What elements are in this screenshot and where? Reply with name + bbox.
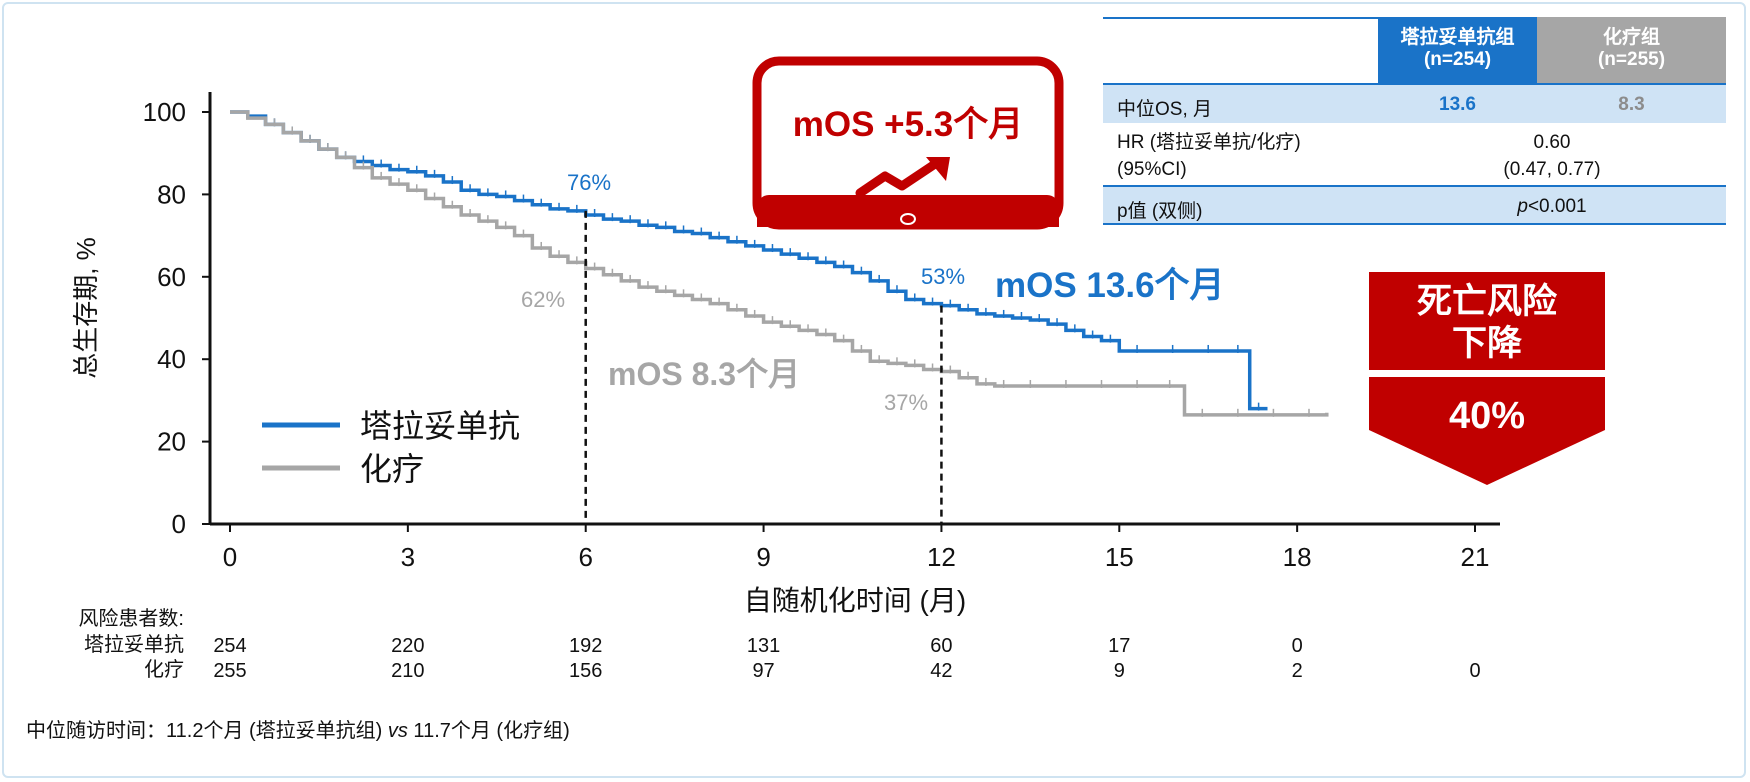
stats-p-value-block: p<0.001 [1378,196,1726,218]
chart-axes: 0 3 6 9 12 15 18 21 0 20 40 60 80 100 [143,92,1500,572]
stats-median-chemo: 8.3 [1618,94,1645,115]
risk-value-chemo: 255 [213,660,247,682]
chart-curves [230,110,1329,417]
stats-hr-value-block: 0.60 (0.47, 0.77) [1378,129,1726,183]
y-tick-label: 100 [143,97,186,127]
y-tick-label: 20 [157,427,186,457]
risk-value-teal: 131 [746,635,781,657]
stats-hr-label: HR (塔拉妥单抗/化疗) (95%CI) [1117,129,1301,183]
x-axis-label: 自随机化时间 (月) [744,585,966,616]
risk-value-chemo: 2 [1291,660,1303,682]
risk-value-teal: 17 [1108,635,1131,657]
risk-table-title: 风险患者数: [78,608,184,630]
y-tick-label: 40 [157,344,186,374]
stats-hr-label-line2: (95%CI) [1117,159,1187,180]
stats-table: 塔拉妥单抗组 (n=254) 化疗组 (n=255) 中位OS, 月 13.6 … [1103,17,1726,225]
mos-gain-callout: mOS +5.3个月 [752,56,1064,230]
risk-value-teal: 192 [569,635,603,657]
x-tick-label: 3 [401,542,415,572]
risk-value-chemo: 156 [569,660,603,682]
stats-p-label: p值 (双侧) [1117,201,1203,222]
risk-row-teal-label: 塔拉妥单抗 [84,634,184,656]
risk-reduction-value: 40% [1449,395,1525,437]
risk-value-teal: 254 [213,635,247,657]
risk-reduction-line2: 下降 [1452,324,1522,363]
stats-hr-label-line1: HR (塔拉妥单抗/化疗) [1117,132,1301,153]
chemo-survival-curve [230,110,1329,417]
chemo-mos-label: mOS 8.3个月 [608,356,800,392]
stats-row-hr: HR (塔拉妥单抗/化疗) (95%CI) 0.60 (0.47, 0.77) [1103,123,1726,185]
stats-header-teal-name: 塔拉妥单抗组 [1400,27,1515,48]
stats-header-line [1103,17,1378,19]
risk-value-chemo: 42 [930,660,953,682]
legend-teal-label: 塔拉妥单抗 [360,408,520,444]
risk-value-chemo: 210 [391,660,425,682]
risk-value-teal: 0 [1291,635,1303,657]
risk-reduction-line1: 死亡风险 [1417,282,1558,321]
stats-median-label: 中位OS, 月 [1117,99,1213,120]
x-tick-label: 9 [756,542,770,572]
y-tick-label: 60 [157,262,186,292]
teal-6m-label: 76% [567,170,611,195]
stats-header-chemo-n: (n=255) [1597,49,1666,70]
chemo-12m-label: 37% [884,390,928,415]
followup-suffix: 11.7个月 (化疗组) [407,720,570,742]
stats-header-row: 塔拉妥单抗组 (n=254) 化疗组 (n=255) [1103,17,1726,83]
legend-chemo-label: 化疗 [360,451,424,487]
x-tick-label: 6 [578,542,592,572]
stats-row-median: 中位OS, 月 13.6 8.3 [1103,83,1726,123]
stats-header-teal: 塔拉妥单抗组 (n=254) [1378,17,1537,83]
stats-header-teal-n: (n=254) [1423,49,1492,70]
risk-value-chemo: 9 [1113,660,1125,682]
y-axis-label: 总生存期, % [71,237,101,379]
teal-mos-label: mOS 13.6个月 [995,266,1225,305]
stats-hr-value: 0.60 [1533,132,1571,153]
stats-p-italic: p [1517,196,1528,217]
followup-prefix: 中位随访时间：11.2个月 (塔拉妥单抗组) [26,720,388,742]
x-tick-label: 21 [1461,542,1490,572]
x-tick-label: 12 [927,542,956,572]
stats-header-chemo-name: 化疗组 [1602,27,1660,48]
teal-12m-label: 53% [921,264,965,289]
y-tick-label: 0 [172,509,186,539]
stats-p-value: <0.001 [1527,196,1587,217]
stats-hr-ci: (0.47, 0.77) [1503,159,1601,180]
chart-annotations [584,210,943,524]
risk-value-chemo: 97 [752,660,775,682]
x-tick-label: 15 [1105,542,1134,572]
home-button-icon [900,213,916,225]
x-tick-label: 0 [223,542,237,572]
risk-value-teal: 60 [930,635,953,657]
risk-value-teal: 220 [391,635,425,657]
risk-reduction-badge: 死亡风险 下降 40% [1369,272,1605,485]
trend-up-arrow-icon [855,157,950,198]
x-tick-label: 18 [1283,542,1312,572]
followup-footnote: 中位随访时间：11.2个月 (塔拉妥单抗组) vs 11.7个月 (化疗组) [26,714,570,743]
y-tick-label: 80 [157,179,186,209]
risk-row-chemo-label: 化疗 [144,659,184,681]
chemo-6m-label: 62% [521,287,565,312]
mos-gain-text: mOS +5.3个月 [793,105,1024,144]
teal-survival-curve [230,110,1268,411]
stats-header-chemo: 化疗组 (n=255) [1537,17,1726,83]
stats-median-teal: 13.6 [1439,94,1476,115]
risk-value-chemo: 0 [1469,660,1481,682]
followup-vs: vs [387,720,408,742]
stats-row-p: p值 (双侧) p<0.001 [1103,185,1726,225]
